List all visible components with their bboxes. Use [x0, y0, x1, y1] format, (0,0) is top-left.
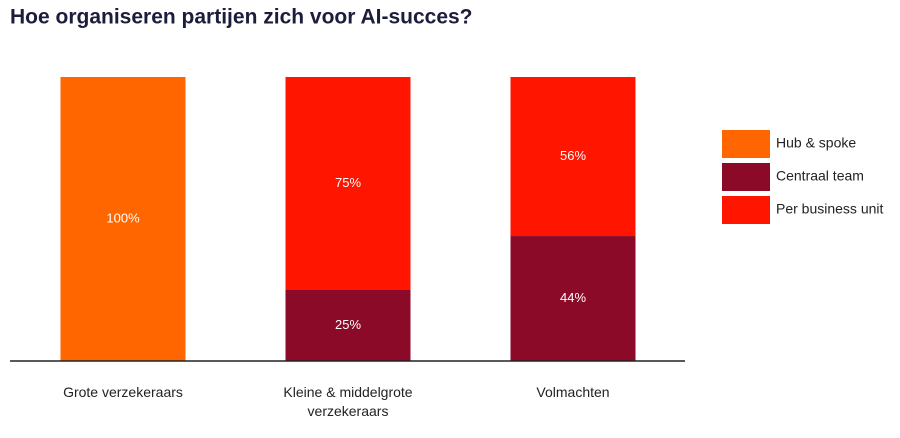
bar-segment: [510, 236, 636, 361]
legend-swatch: [722, 130, 770, 158]
value-label: 56%: [560, 148, 586, 163]
value-label: 75%: [335, 175, 361, 190]
bar-segment: [285, 77, 411, 290]
value-label: 25%: [335, 317, 361, 332]
bar-segment: [60, 77, 186, 361]
chart-title: Hoe organiseren partijen zich voor AI-su…: [10, 6, 473, 29]
legend-label: Hub & spoke: [776, 135, 856, 151]
value-label: 100%: [106, 210, 140, 225]
legend-label: Centraal team: [776, 168, 864, 184]
legend-label: Per business unit: [776, 201, 884, 217]
x-tick-label: Grote verzekeraars: [63, 384, 183, 400]
value-label: 44%: [560, 290, 586, 305]
legend-swatch: [722, 196, 770, 224]
bar-segment: [285, 290, 411, 361]
legend-swatch: [722, 163, 770, 191]
x-tick-label: Kleine & middelgrote verzekeraars: [283, 384, 413, 419]
x-tick-label: Volmachten: [536, 384, 610, 400]
bar-segment: [510, 77, 636, 237]
